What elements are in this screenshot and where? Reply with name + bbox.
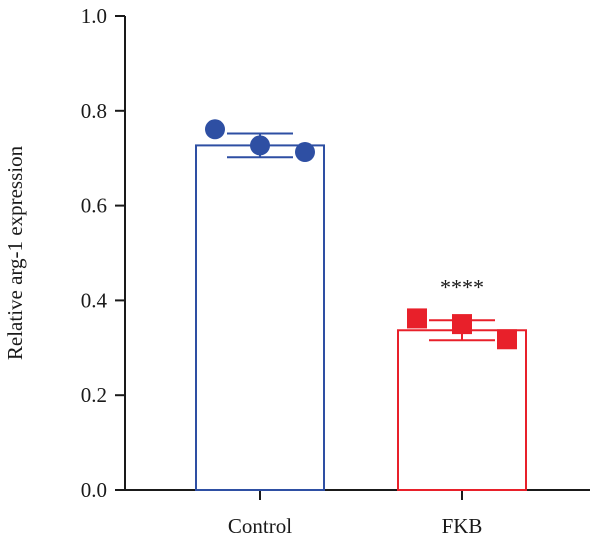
y-axis: 0.0 0.2 0.4 0.6 0.8 1.0 bbox=[81, 4, 126, 502]
y-tick-label: 0.8 bbox=[81, 99, 107, 123]
data-points bbox=[205, 119, 517, 350]
error-bars bbox=[227, 132, 495, 342]
data-point bbox=[497, 329, 517, 350]
y-ticks: 0.0 0.2 0.4 0.6 0.8 1.0 bbox=[81, 4, 125, 502]
annotations: **** bbox=[440, 274, 484, 299]
y-tick-label: 0.6 bbox=[81, 194, 107, 218]
x-axis: Control FKB bbox=[125, 489, 590, 538]
data-point bbox=[295, 142, 315, 163]
y-tick-label: 0.0 bbox=[81, 478, 107, 502]
data-point bbox=[452, 314, 472, 335]
category-label: Control bbox=[228, 514, 292, 538]
significance-label: **** bbox=[440, 274, 484, 299]
y-tick-label: 1.0 bbox=[81, 4, 107, 28]
x-ticks: Control FKB bbox=[228, 490, 483, 538]
data-point bbox=[250, 135, 270, 156]
category-label: FKB bbox=[442, 514, 483, 538]
bars bbox=[195, 144, 527, 491]
data-point bbox=[407, 308, 427, 329]
y-tick-label: 0.4 bbox=[81, 288, 108, 312]
bar-control bbox=[195, 144, 325, 491]
data-point bbox=[205, 119, 225, 140]
y-axis-label: Relative arg-1 expression bbox=[3, 145, 27, 360]
y-tick-label: 0.2 bbox=[81, 383, 107, 407]
bar-fkb bbox=[397, 329, 527, 491]
